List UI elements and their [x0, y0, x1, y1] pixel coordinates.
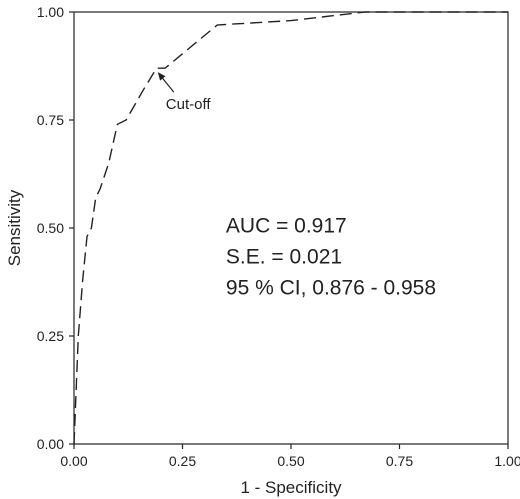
plot-area-frame — [73, 11, 509, 445]
y-axis-label: Sensitivity — [5, 189, 24, 266]
ticks-layer: 0.00 0.25 0.50 0.75 1.00 0.00 0.25 0.50 0.75 1.00 — [37, 4, 520, 469]
roc-curve-line — [73, 11, 508, 445]
stat-standard-error: S.E. = 0.021 — [226, 245, 342, 268]
x-tick-label: 0.25 — [169, 453, 196, 469]
x-axis-label: 1 - Specificity — [240, 478, 342, 497]
stat-auc: AUC = 0.917 — [226, 214, 347, 237]
cutoff-arrow — [160, 75, 175, 93]
y-tick-label: 0.50 — [37, 220, 64, 236]
y-tick-label: 1.00 — [37, 4, 64, 20]
y-tick-label: 0.00 — [37, 436, 64, 452]
y-tick-label: 0.75 — [37, 112, 64, 128]
x-tick-label: 1.00 — [494, 453, 520, 469]
x-tick-label: 0.75 — [386, 453, 413, 469]
x-tick-label: 0.50 — [277, 453, 304, 469]
cutoff-annotation: Cut-off — [157, 72, 212, 113]
stat-confidence-interval: 95 % CI, 0.876 - 0.958 — [226, 276, 436, 299]
cutoff-arrowhead-icon — [157, 72, 166, 81]
stats-annotation: AUC = 0.917 S.E. = 0.021 95 % CI, 0.876 … — [226, 214, 436, 299]
cutoff-label: Cut-off — [166, 96, 212, 113]
y-tick-label: 0.25 — [37, 328, 64, 344]
x-tick-label: 0.00 — [60, 453, 87, 469]
